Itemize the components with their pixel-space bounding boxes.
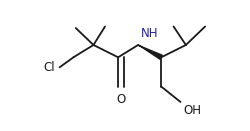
- Text: OH: OH: [184, 103, 202, 116]
- Text: NH: NH: [140, 27, 158, 40]
- Text: O: O: [116, 93, 126, 106]
- Text: Cl: Cl: [43, 61, 55, 74]
- Polygon shape: [138, 45, 162, 59]
